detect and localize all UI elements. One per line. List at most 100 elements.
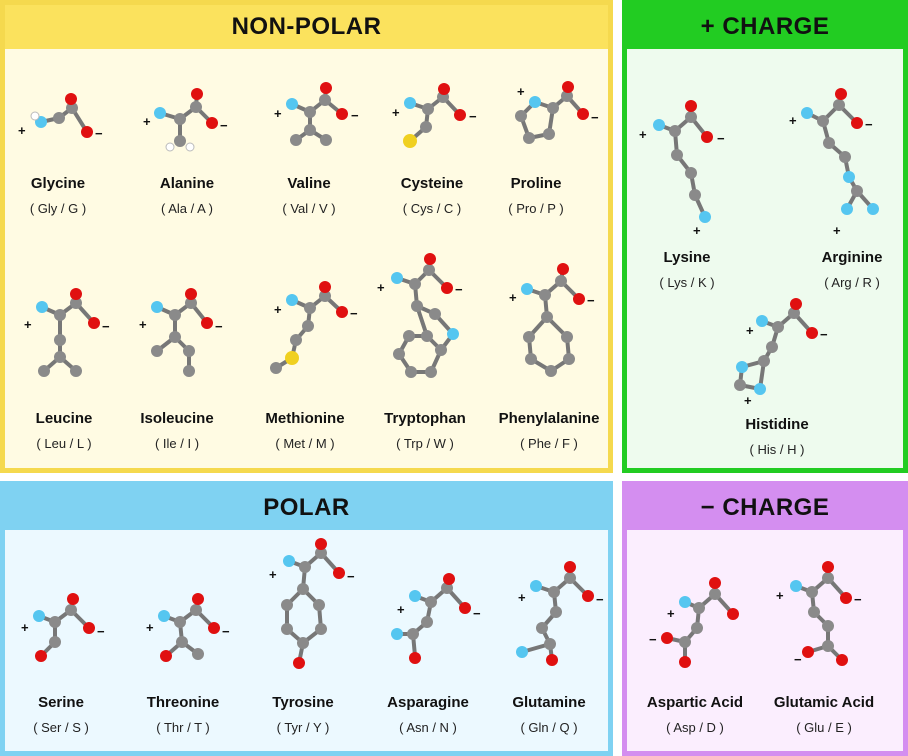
aspartic-acid-name: Aspartic Acid <box>646 694 744 711</box>
lysine-abbr: ( Lys / K ) <box>659 275 715 290</box>
leucine-molecule: + − <box>24 288 110 377</box>
serine-abbr: ( Ser / S ) <box>33 720 89 735</box>
phenylalanine-abbr: ( Phe / F ) <box>520 436 578 451</box>
svg-text:+: + <box>269 567 277 582</box>
aspartic-acid-molecule: + − <box>649 577 739 668</box>
svg-text:−: − <box>473 606 481 621</box>
svg-text:+: + <box>377 280 385 295</box>
tyrosine-name: Tyrosine <box>272 694 334 711</box>
glutamine-name: Glutamine <box>512 694 586 711</box>
aspartic-acid-abbr: ( Asp / D ) <box>666 720 724 735</box>
tyrosine-molecule: + − <box>269 538 355 669</box>
isoleucine-molecule: + − <box>139 288 223 377</box>
svg-text:−: − <box>455 282 463 297</box>
negative-charge-title: − CHARGE <box>627 486 903 530</box>
svg-text:+: + <box>693 223 701 238</box>
glycine-molecule: + − <box>18 93 103 141</box>
svg-text:+: + <box>21 620 29 635</box>
svg-text:−: − <box>649 632 657 647</box>
histidine-abbr: ( His / H ) <box>749 442 805 457</box>
lysine-molecule: + − + <box>639 100 725 238</box>
svg-text:+: + <box>744 393 752 408</box>
leucine-name: Leucine <box>35 410 93 427</box>
histidine-name: Histidine <box>745 416 809 433</box>
nonpolar-panel: NON-POLAR <box>0 0 613 473</box>
svg-text:+: + <box>143 114 151 129</box>
svg-text:−: − <box>587 293 595 308</box>
proline-abbr: ( Pro / P ) <box>508 201 564 216</box>
cysteine-molecule: + − <box>392 83 477 148</box>
tryptophan-name: Tryptophan <box>384 410 466 427</box>
svg-text:−: − <box>350 306 358 321</box>
isoleucine-name: Isoleucine <box>140 410 214 427</box>
lysine-name: Lysine <box>663 249 711 266</box>
plus-sign: + <box>18 123 26 138</box>
alanine-abbr: ( Ala / A ) <box>160 201 214 216</box>
asparagine-abbr: ( Asn / N ) <box>399 720 457 735</box>
serine-name: Serine <box>38 694 84 711</box>
svg-text:+: + <box>776 588 784 603</box>
methionine-name: Methionine <box>265 410 345 427</box>
svg-text:+: + <box>274 106 282 121</box>
svg-text:−: − <box>102 319 110 334</box>
phenylalanine-molecule: + − <box>509 263 595 377</box>
cysteine-abbr: ( Cys / C ) <box>402 201 462 216</box>
svg-text:−: − <box>596 592 604 607</box>
asparagine-name: Asparagine <box>387 694 469 711</box>
valine-molecule: + − <box>274 82 359 146</box>
alanine-name: Alanine <box>159 175 215 192</box>
svg-text:+: + <box>397 602 405 617</box>
glutamic-acid-abbr: ( Glu / E ) <box>796 720 852 735</box>
negative-charge-panel: − CHARGE <box>622 481 908 756</box>
svg-text:−: − <box>351 108 359 123</box>
threonine-name: Threonine <box>146 694 220 711</box>
svg-text:−: − <box>854 592 862 607</box>
polar-panel: POLAR <box>0 481 613 756</box>
arginine-abbr: ( Arg / R ) <box>824 275 880 290</box>
histidine-molecule: + − + <box>734 298 828 408</box>
asparagine-molecule: + − <box>391 573 481 664</box>
isoleucine-abbr: ( Ile / I ) <box>154 436 200 451</box>
glutamine-abbr: ( Gln / Q ) <box>520 720 578 735</box>
svg-text:+: + <box>274 302 282 317</box>
minus-sign: − <box>95 126 103 141</box>
methionine-molecule: + − <box>270 281 358 374</box>
svg-text:−: − <box>865 117 873 132</box>
svg-text:+: + <box>139 317 147 332</box>
nonpolar-title: NON-POLAR <box>5 5 608 49</box>
phenylalanine-name: Phenylalanine <box>498 410 600 427</box>
tryptophan-abbr: ( Trp / W ) <box>396 436 454 451</box>
alanine-molecule: + − <box>143 88 228 152</box>
leucine-abbr: ( Leu / L ) <box>36 436 92 451</box>
methionine-abbr: ( Met / M ) <box>275 436 335 451</box>
valine-abbr: ( Val / V ) <box>282 201 336 216</box>
svg-text:−: − <box>222 624 230 639</box>
threonine-abbr: ( Thr / T ) <box>156 720 210 735</box>
serine-molecule: + − <box>21 593 105 662</box>
svg-text:+: + <box>392 105 400 120</box>
glutamine-molecule: + − <box>516 561 604 666</box>
arginine-molecule: + − + <box>789 88 879 238</box>
svg-text:+: + <box>146 620 154 635</box>
svg-text:−: − <box>97 624 105 639</box>
svg-text:+: + <box>518 590 526 605</box>
svg-text:−: − <box>591 110 599 125</box>
tyrosine-abbr: ( Tyr / Y ) <box>276 720 330 735</box>
svg-text:−: − <box>717 131 725 146</box>
svg-text:+: + <box>789 113 797 128</box>
glutamic-acid-molecule: + − − <box>776 561 862 667</box>
svg-text:+: + <box>639 127 647 142</box>
svg-text:−: − <box>215 319 223 334</box>
arginine-name: Arginine <box>821 249 883 266</box>
svg-text:+: + <box>746 323 754 338</box>
svg-text:−: − <box>469 109 477 124</box>
valine-name: Valine <box>287 175 331 192</box>
svg-text:−: − <box>347 569 355 584</box>
svg-text:+: + <box>833 223 841 238</box>
threonine-molecule: + − <box>146 593 230 662</box>
positive-charge-title: + CHARGE <box>627 5 903 49</box>
glutamic-acid-name: Glutamic Acid <box>773 694 875 711</box>
svg-text:−: − <box>820 327 828 342</box>
glycine-abbr: ( Gly / G ) <box>29 201 87 216</box>
cysteine-name: Cysteine <box>400 175 464 192</box>
